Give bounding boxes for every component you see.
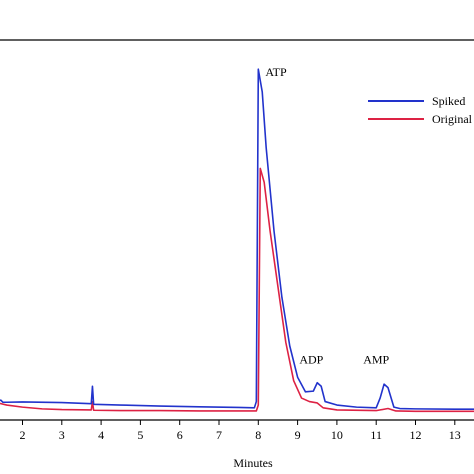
series-layer [0, 68, 474, 413]
legend-label-spiked: Spiked [432, 94, 465, 108]
series-line-spiked [0, 68, 474, 411]
x-tick-label: 12 [410, 428, 422, 442]
plot-frame [0, 39, 474, 421]
peak-label-amp: AMP [363, 352, 389, 366]
x-tick-label: 9 [295, 428, 301, 442]
peak-label-atp: ATP [265, 65, 287, 79]
peak-label-adp: ADP [299, 352, 323, 366]
x-tick-label: 7 [216, 428, 222, 442]
x-tick-label: 5 [137, 428, 143, 442]
x-tick-label: 13 [449, 428, 461, 442]
series-line-original [0, 167, 474, 413]
peak-annotations: ATP ADP AMP [265, 65, 389, 366]
x-tick-label: 8 [255, 428, 261, 442]
x-axis-ticks: 2 3 4 5 6 7 8 9 10 11 12 13 [20, 420, 461, 442]
x-tick-label: 11 [370, 428, 382, 442]
legend-label-original: Original [432, 112, 473, 126]
legend: Spiked Original [368, 94, 473, 126]
x-tick-label: 6 [177, 428, 183, 442]
x-tick-label: 3 [59, 428, 65, 442]
x-axis-label: Minutes [233, 456, 273, 470]
x-tick-label: 4 [98, 428, 104, 442]
x-tick-label: 10 [331, 428, 343, 442]
x-tick-label: 2 [20, 428, 26, 442]
